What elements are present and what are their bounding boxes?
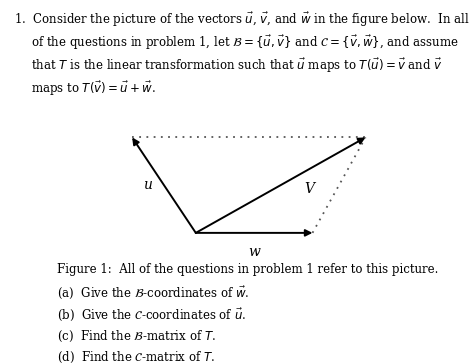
Text: (d)  Find the $\mathcal{C}$-matrix of $T$.: (d) Find the $\mathcal{C}$-matrix of $T$… [57, 350, 215, 363]
Text: 1.  Consider the picture of the vectors $\vec{u}$, $\vec{v}$, and $\vec{w}$ in t: 1. Consider the picture of the vectors $… [14, 11, 470, 29]
Text: (a)  Give the $\mathcal{B}$-coordinates of $\vec{w}$.: (a) Give the $\mathcal{B}$-coordinates o… [57, 285, 249, 301]
Text: w: w [248, 245, 260, 258]
Text: V: V [304, 182, 314, 196]
Text: Figure 1:  All of the questions in problem 1 refer to this picture.: Figure 1: All of the questions in proble… [57, 263, 438, 276]
Text: that $T$ is the linear transformation such that $\vec{u}$ maps to $T(\vec{u}) = : that $T$ is the linear transformation su… [31, 57, 443, 75]
Text: (c)  Find the $\mathcal{B}$-matrix of $T$.: (c) Find the $\mathcal{B}$-matrix of $T$… [57, 329, 216, 344]
Text: u: u [144, 178, 152, 192]
Text: (b)  Give the $\mathcal{C}$-coordinates of $\vec{u}$.: (b) Give the $\mathcal{C}$-coordinates o… [57, 307, 246, 323]
Text: of the questions in problem 1, let $\mathcal{B} = \{\vec{u}, \vec{v}\}$ and $\ma: of the questions in problem 1, let $\mat… [31, 34, 458, 52]
Text: maps to $T(\vec{v}) = \vec{u} + \vec{w}$.: maps to $T(\vec{v}) = \vec{u} + \vec{w}$… [31, 80, 155, 98]
